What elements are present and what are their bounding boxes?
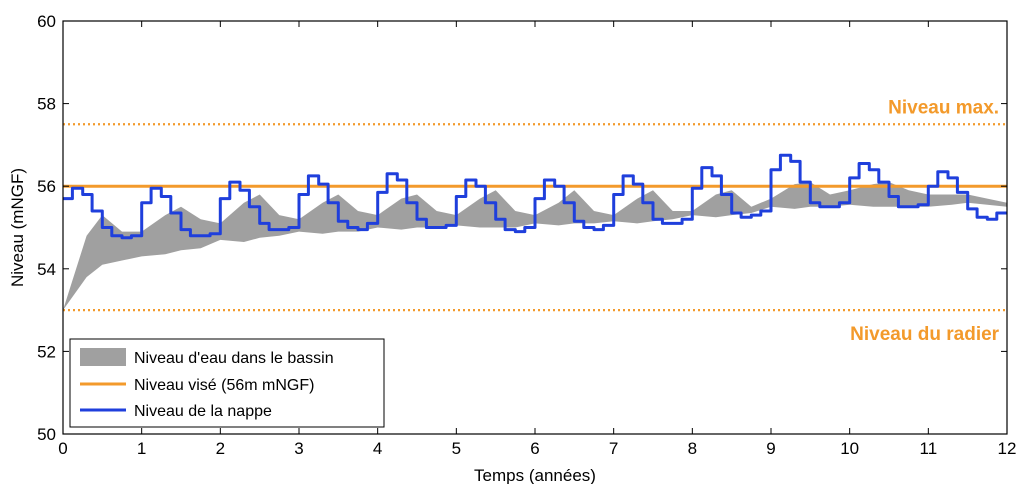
y-tick-label: 56	[37, 177, 56, 196]
x-tick-label: 2	[216, 439, 225, 458]
x-tick-label: 12	[998, 439, 1017, 458]
legend: Niveau d'eau dans le bassin Niveau visé …	[69, 338, 385, 428]
y-tick-label: 60	[37, 12, 56, 31]
legend-label-target: Niveau visé (56m mNGF)	[134, 377, 314, 394]
annotation-niveau-radier: Niveau du radier	[850, 324, 999, 345]
y-tick-label: 52	[37, 342, 56, 361]
reference-lines-layer	[63, 123, 1007, 312]
y-axis-title: Niveau (mNGF)	[8, 168, 27, 287]
x-tick-label: 6	[530, 439, 539, 458]
x-tick-label: 1	[137, 439, 146, 458]
x-tick-label: 7	[609, 439, 618, 458]
legend-label-nappe: Niveau de la nappe	[134, 403, 272, 420]
x-tick-label: 5	[452, 439, 461, 458]
x-axis-title: Temps (années)	[474, 466, 596, 484]
y-tick-label: 54	[37, 260, 56, 279]
y-tick-label: 58	[37, 95, 56, 114]
x-tick-label: 0	[58, 439, 67, 458]
y-tick-label: 50	[37, 425, 56, 444]
x-tick-label: 4	[373, 439, 382, 458]
basin-level-band-layer	[63, 182, 1007, 311]
basin-level-band	[63, 182, 1007, 311]
x-tick-label: 9	[766, 439, 775, 458]
x-tick-label: 10	[840, 439, 859, 458]
series-lines-layer	[63, 153, 1007, 240]
legend-swatch-basin	[80, 348, 126, 366]
x-tick-label: 8	[688, 439, 697, 458]
x-tick-label: 3	[294, 439, 303, 458]
groundwater-level-line	[63, 153, 1007, 240]
x-tick-label: 11	[920, 439, 938, 458]
annotation-niveau-max: Niveau max.	[888, 97, 999, 118]
legend-label-basin: Niveau d'eau dans le bassin	[134, 350, 334, 367]
